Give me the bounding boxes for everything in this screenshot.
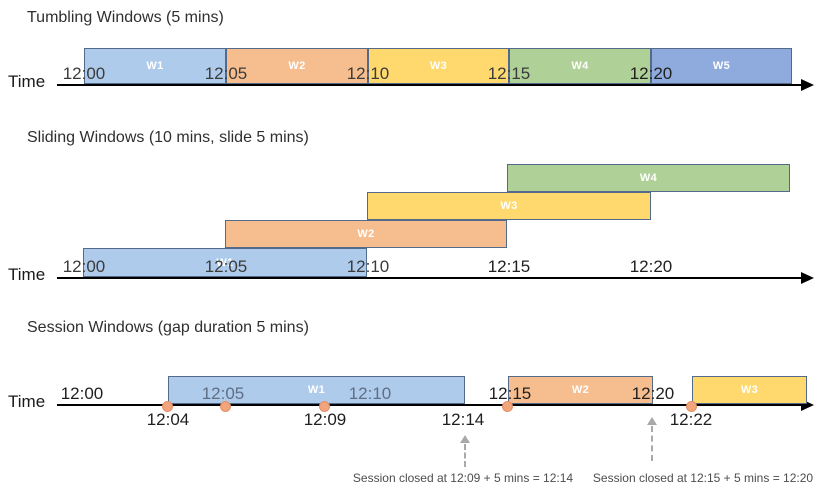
tumbling-title: Tumbling Windows (5 mins) <box>27 9 224 26</box>
annotation-session-closed-1214: Session closed at 12:09 + 5 mins = 12:14 <box>352 471 574 485</box>
event-dot-1215 <box>502 401 513 412</box>
session-window-w3: W3 <box>692 376 807 404</box>
sliding-window-w3: W3 <box>367 192 651 220</box>
tumbling-axis-arrow-icon <box>801 79 814 91</box>
annotation-arrow-icon <box>647 417 657 425</box>
session-window-w2: W2 <box>508 376 653 404</box>
sliding-tick-1210: 12:10 <box>346 257 390 276</box>
session-time-axis <box>57 404 803 406</box>
event-dot-1222 <box>686 401 697 412</box>
event-dot-1209 <box>319 401 330 412</box>
session-tick-1200: 12:00 <box>60 384 104 403</box>
tumbling-time-axis-label: Time <box>8 72 46 91</box>
tumbling-tick-1220: 12:20 <box>629 64 673 83</box>
tumbling-tick-1210: 12:10 <box>346 64 390 83</box>
session-time-axis-label: Time <box>8 392 46 411</box>
sliding-title: Sliding Windows (10 mins, slide 5 mins) <box>27 129 309 146</box>
tumbling-window-w1: W1 <box>84 48 226 84</box>
event-time-1204: 12:04 <box>146 410 190 429</box>
session-window-w1: W1 <box>168 376 465 404</box>
event-dot-1204 <box>162 401 173 412</box>
tumbling-tick-1200: 12:00 <box>62 64 106 83</box>
event-time-1214: 12:14 <box>441 410 485 429</box>
event-dot-1205 <box>220 401 231 412</box>
sliding-window-w1: W1 <box>83 248 367 277</box>
annotation-arrow-line <box>651 426 653 461</box>
window-label: W2 <box>357 228 375 240</box>
sliding-time-axis <box>57 277 803 279</box>
tumbling-window-w5: W5 <box>651 48 792 84</box>
window-label: W4 <box>639 172 658 184</box>
session-tick-1210: 12:10 <box>348 384 392 403</box>
session-tick-1220: 12:20 <box>631 384 675 403</box>
window-label: W5 <box>712 60 731 72</box>
session-tick-1205: 12:05 <box>201 384 245 403</box>
window-label: W3 <box>740 384 759 396</box>
window-label: W2 <box>288 60 306 72</box>
sliding-tick-1200: 12:00 <box>62 257 106 276</box>
annotation-arrow-line <box>464 444 466 467</box>
session-title: Session Windows (gap duration 5 mins) <box>27 319 309 336</box>
sliding-tick-1205: 12:05 <box>204 257 248 276</box>
session-tick-1215: 12:15 <box>488 384 532 403</box>
sliding-window-w2: W2 <box>225 220 507 248</box>
window-label: W1 <box>146 60 164 72</box>
window-label: W1 <box>216 256 234 269</box>
annotation-arrow-icon <box>460 435 470 443</box>
tumbling-window-w3: W3 <box>368 48 509 84</box>
tumbling-tick-1215: 12:15 <box>487 64 531 83</box>
event-time-1209: 12:09 <box>303 410 347 429</box>
annotation-session-closed-1220: Session closed at 12:15 + 5 mins = 12:20 <box>592 471 814 485</box>
window-label: W3 <box>429 60 448 72</box>
window-label: W2 <box>571 384 590 396</box>
sliding-tick-1220: 12:20 <box>629 257 673 276</box>
window-label: W4 <box>571 60 589 72</box>
tumbling-window-w2: W2 <box>226 48 368 84</box>
sliding-window-w4: W4 <box>507 164 790 192</box>
tumbling-time-axis <box>57 84 803 86</box>
window-label: W3 <box>500 200 518 212</box>
tumbling-tick-1205: 12:05 <box>204 64 248 83</box>
event-time-1222: 12:22 <box>669 410 713 429</box>
tumbling-window-w4: W4 <box>509 48 651 84</box>
sliding-time-axis-label: Time <box>8 265 46 284</box>
sliding-tick-1215: 12:15 <box>487 257 531 276</box>
window-label: W1 <box>307 384 326 396</box>
sliding-axis-arrow-icon <box>801 272 814 284</box>
